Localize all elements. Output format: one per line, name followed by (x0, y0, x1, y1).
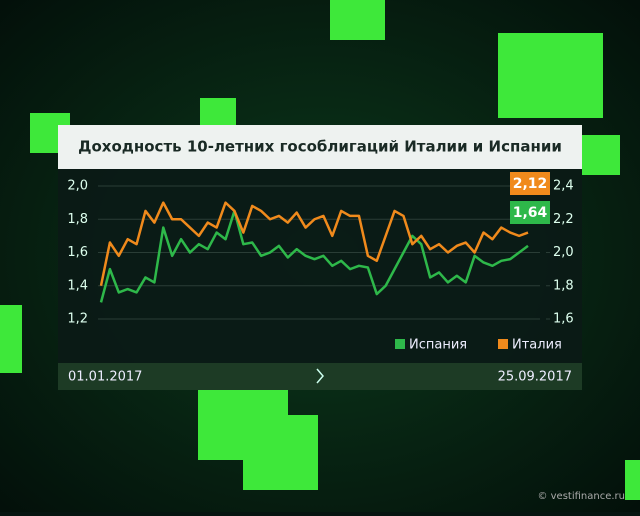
y-tick-label: 2,0 (67, 179, 88, 194)
decor-cubes (0, 0, 640, 500)
watermark: © vestifinance.ru (537, 491, 625, 502)
y2-tick-label: 2,4 (553, 179, 574, 194)
legend-label: Испания (409, 338, 467, 353)
legend-label: Италия (512, 338, 562, 353)
y2-tick-label: 1,8 (553, 278, 574, 293)
value-tag (510, 201, 550, 224)
x-tick-label: 25.09.2017 (498, 370, 572, 385)
y2-tick-label: 2,0 (553, 245, 574, 260)
chart-title: Доходность 10-летних гособлигаций Италии… (78, 138, 562, 156)
series-line (99, 209, 529, 303)
y-tick-label: 1,2 (67, 312, 88, 327)
value-label: 1,64 (513, 205, 548, 221)
y-tick-label: 1,4 (67, 278, 88, 293)
y-tick-label: 1,6 (67, 245, 88, 260)
legend-swatch (498, 339, 508, 349)
x-tick-label: 01.01.2017 (68, 370, 142, 385)
title-bar (58, 125, 582, 169)
legend-swatch (395, 339, 405, 349)
value-tag (510, 172, 550, 195)
series-line (99, 201, 529, 287)
y2-tick-label: 2,2 (553, 212, 574, 227)
y2-tick-label: 1,6 (553, 312, 574, 327)
date-bar (58, 363, 582, 390)
arrow-icon (316, 368, 324, 384)
y-tick-label: 1,8 (67, 212, 88, 227)
value-label: 2,12 (513, 176, 548, 192)
